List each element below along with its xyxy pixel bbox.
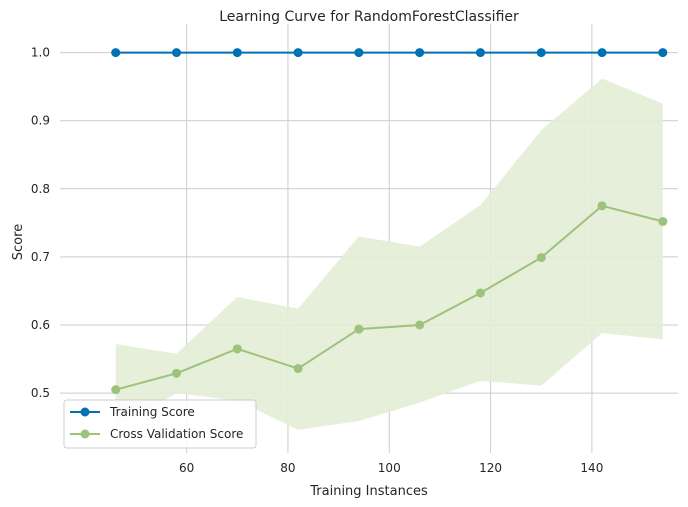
- training-score-point: [354, 48, 364, 58]
- legend: Training Score Cross Validation Score: [63, 399, 257, 449]
- legend-cv-score-label: Cross Validation Score: [110, 427, 243, 441]
- cv-score-point: [111, 385, 121, 395]
- training-score-point: [293, 48, 303, 58]
- y-tick-label: 0.8: [31, 182, 50, 196]
- cv-std-band: [115, 78, 663, 430]
- cv-score-point: [597, 201, 607, 211]
- x-tick-label: 80: [280, 461, 295, 475]
- training-score-point: [475, 48, 485, 58]
- cv-score-line: [115, 204, 664, 391]
- training-score-point: [172, 48, 182, 58]
- y-ticks: 0.5 0.6 0.7 0.8 0.9 1.0: [31, 46, 50, 400]
- training-score-point: [415, 48, 425, 58]
- cv-score-band: [115, 78, 663, 430]
- cv-score-point: [415, 320, 425, 330]
- cv-score-point: [293, 364, 303, 374]
- x-tick-label: 60: [179, 461, 194, 475]
- x-tick-label: 140: [580, 461, 603, 475]
- training-score-point: [536, 48, 546, 58]
- y-axis-label: Score: [11, 224, 26, 260]
- series-layer: [111, 48, 668, 395]
- x-tick-label: 120: [479, 461, 502, 475]
- cv-score-point: [354, 324, 364, 334]
- y-tick-label: 0.9: [31, 114, 50, 128]
- chart-title: Learning Curve for RandomForestClassifie…: [219, 9, 519, 25]
- training-score-point: [111, 48, 121, 58]
- legend-box: [63, 399, 257, 449]
- y-tick-label: 1.0: [31, 46, 50, 60]
- y-tick-label: 0.5: [31, 386, 50, 400]
- legend-cv-score-marker: [80, 429, 90, 439]
- x-axis-label: Training Instances: [309, 484, 428, 499]
- x-tick-label: 100: [378, 461, 401, 475]
- cv-score-point: [232, 344, 242, 354]
- y-tick-label: 0.7: [31, 250, 50, 264]
- legend-training-score-label: Training Score: [109, 405, 195, 419]
- cv-score-point: [172, 368, 182, 378]
- x-ticks: 60 80 100 120 140: [179, 461, 603, 475]
- y-tick-label: 0.6: [31, 318, 50, 332]
- training-score-point: [597, 48, 607, 58]
- cv-score-point: [536, 253, 546, 263]
- training-score-point: [658, 48, 668, 58]
- training-score-point: [232, 48, 242, 58]
- cv-score-point: [658, 216, 668, 226]
- cv-score-point: [475, 288, 485, 298]
- legend-training-score-marker: [80, 407, 90, 417]
